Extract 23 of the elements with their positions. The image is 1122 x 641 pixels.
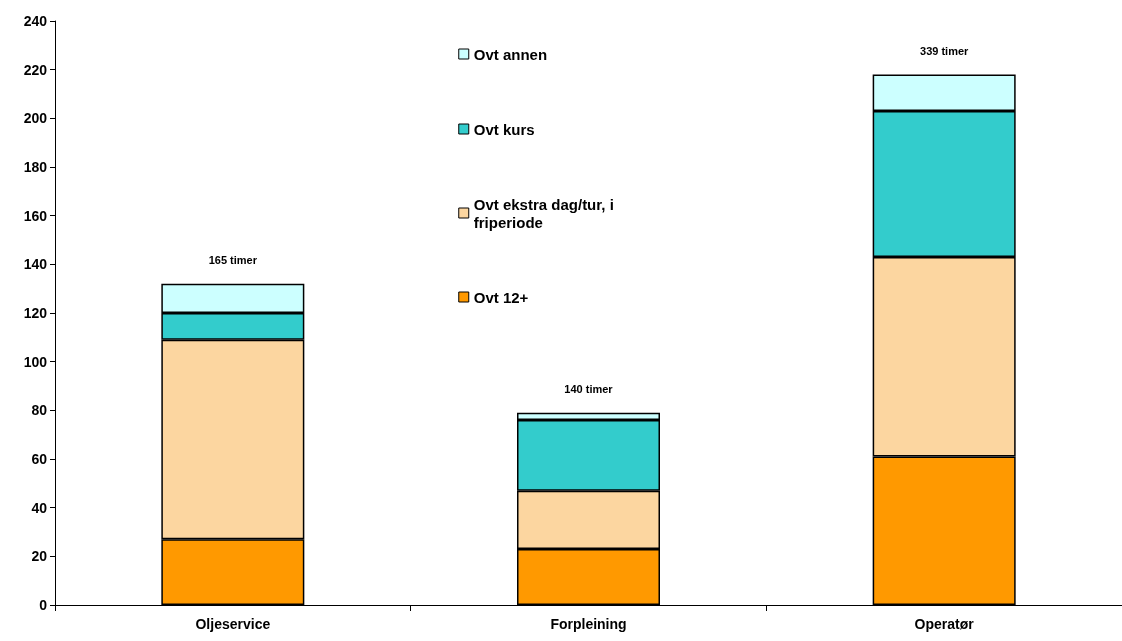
y-tick-label: 180 bbox=[23, 159, 48, 175]
legend-label: Ovt ekstra dag/tur, i friperiode bbox=[473, 195, 618, 231]
y-tick-label: 200 bbox=[23, 110, 48, 127]
x-tick-label: Forpleining bbox=[550, 616, 627, 632]
y-tick-label: 40 bbox=[31, 499, 48, 516]
y-tick-label: 120 bbox=[23, 305, 48, 321]
y-tick-label: 100 bbox=[23, 353, 48, 370]
y-tick-label: 220 bbox=[23, 61, 48, 78]
x-tick-label: Operatør bbox=[914, 616, 975, 632]
x-tick-label: Oljeservice bbox=[195, 616, 271, 632]
y-tick-label: 80 bbox=[31, 402, 48, 419]
y-tick-label: 60 bbox=[31, 451, 48, 467]
y-tick-label: 20 bbox=[31, 548, 48, 565]
y-tick-label: 240 bbox=[23, 13, 48, 29]
y-tick-label: 160 bbox=[23, 207, 48, 224]
annotation: 140 timer bbox=[564, 382, 614, 395]
y-tick-label: 140 bbox=[23, 256, 48, 273]
legend-label: Ovt kurs bbox=[473, 120, 535, 138]
legend-label: Ovt 12+ bbox=[473, 288, 529, 306]
legend-label: Ovt annen bbox=[473, 45, 548, 63]
annotation: 165 timer bbox=[208, 253, 258, 266]
y-tick-label: 0 bbox=[39, 597, 48, 613]
annotation: 339 timer bbox=[920, 44, 970, 57]
